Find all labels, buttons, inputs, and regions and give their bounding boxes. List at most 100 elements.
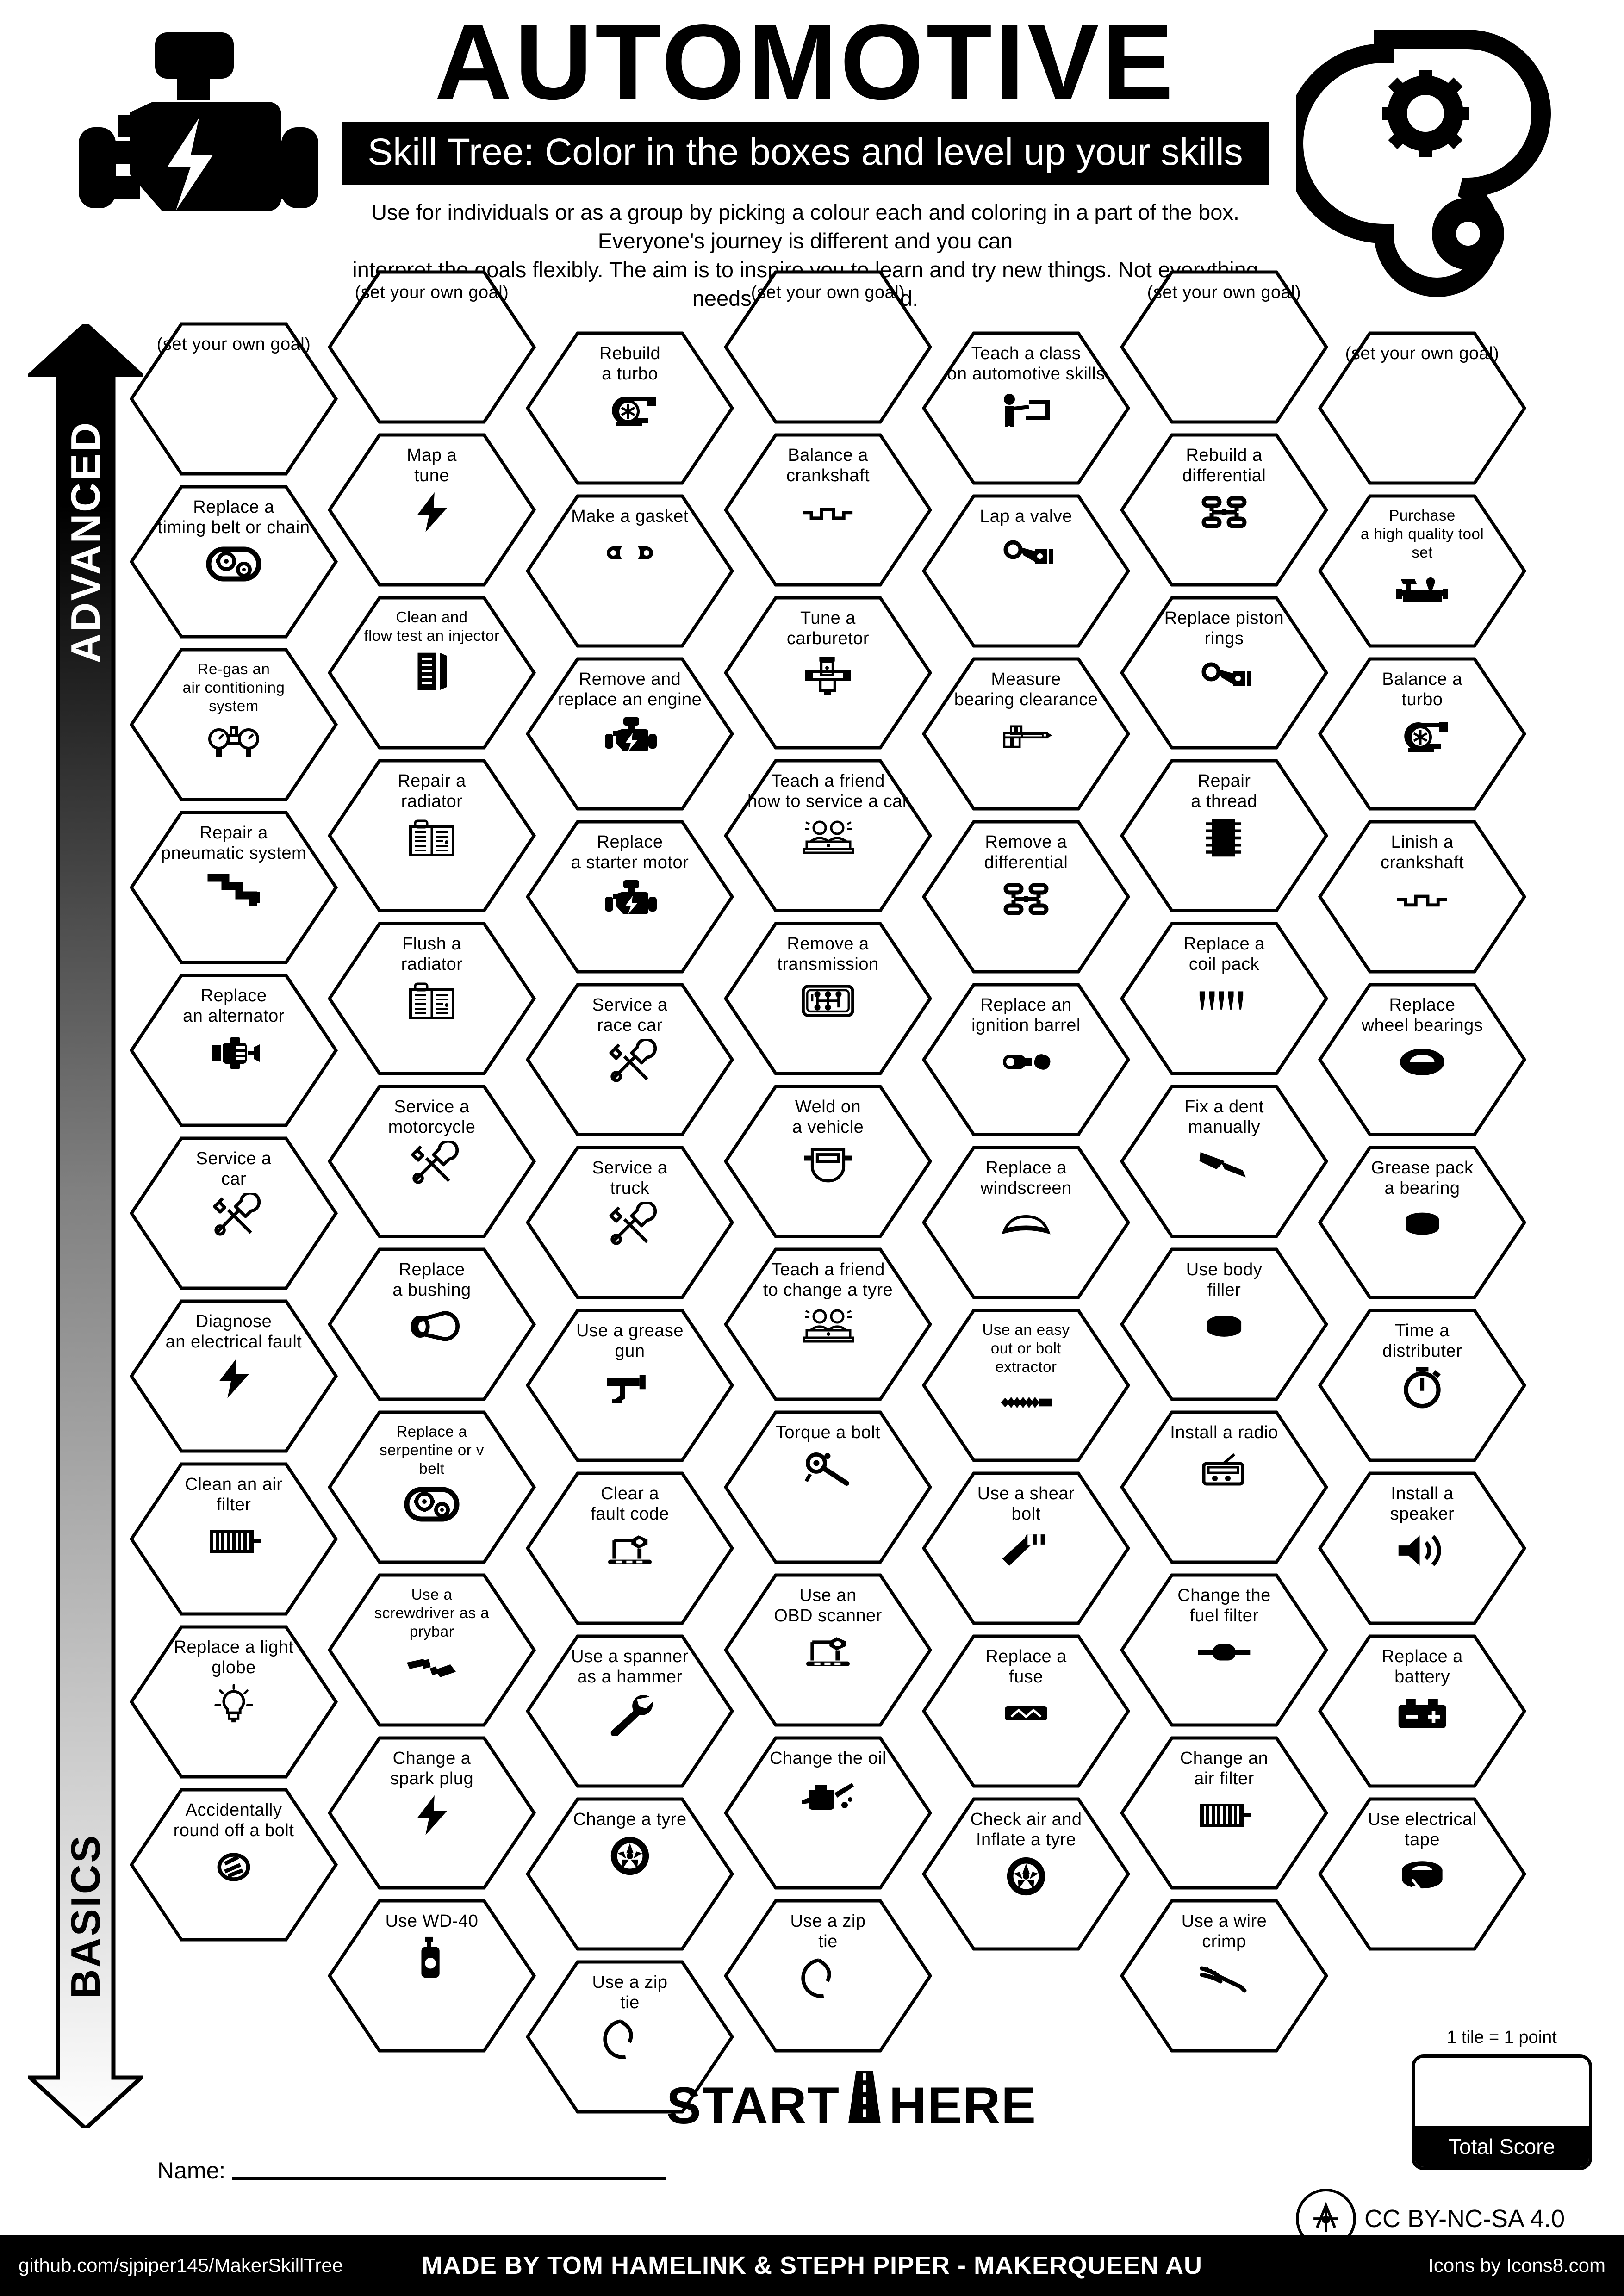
shear-bolt-icon <box>998 1528 1054 1573</box>
skill-tile[interactable]: Use a spanner as a hammer <box>526 1634 734 1788</box>
spanner-icon <box>602 1691 658 1736</box>
skill-tile-label: Use a zip tie <box>790 1911 866 1951</box>
skill-tile[interactable]: Change an air filter <box>1120 1736 1328 1890</box>
skill-tile[interactable]: Service a car <box>130 1136 338 1290</box>
skill-tile-label: Clear a fault code <box>591 1484 669 1524</box>
skill-tile[interactable]: Clean an air filter <box>130 1462 338 1616</box>
skill-tile[interactable]: Install a speaker <box>1318 1471 1526 1625</box>
skill-tile[interactable]: Use a zip tie <box>526 1960 734 2114</box>
skill-tile[interactable]: Service a truck <box>526 1146 734 1299</box>
skill-tile[interactable]: Make a gasket <box>526 494 734 648</box>
score-frame[interactable]: Total Score <box>1412 2054 1592 2170</box>
skill-tile[interactable]: Diagnose an electrical fault <box>130 1299 338 1453</box>
timing-belt-icon <box>206 541 261 587</box>
skill-tile-label: Remove a transmission <box>777 934 879 974</box>
skill-tile[interactable]: Re-gas an air contitioning system <box>130 648 338 801</box>
skill-tile[interactable]: Replace a light globe <box>130 1625 338 1779</box>
skill-tile[interactable]: Use WD-40 <box>328 1899 536 2053</box>
skill-tile[interactable]: Accidentally round off a bolt <box>130 1788 338 1942</box>
skill-tile[interactable]: Fix a dent manually <box>1120 1085 1328 1238</box>
skill-tile[interactable]: Use a shear bolt <box>922 1471 1130 1625</box>
skill-tile[interactable]: Time a distributer <box>1318 1309 1526 1462</box>
name-field[interactable]: Name: <box>157 2147 666 2184</box>
skill-hex-grid: (set your own goal) Replace a timing belt… <box>0 270 1624 2114</box>
skill-tile-label: Torque a bolt <box>775 1423 881 1442</box>
skill-tile-label: Repair a radiator <box>398 771 466 811</box>
skill-tile[interactable]: Rebuild a differential <box>1120 433 1328 587</box>
skill-tile[interactable]: Clear a fault code <box>526 1471 734 1625</box>
skill-tile[interactable]: Replace a fuse <box>922 1634 1130 1788</box>
footer-repo-link[interactable]: github.com/sjpiper145/MakerSkillTree <box>19 2254 343 2276</box>
skill-tile[interactable]: Check air and Inflate a tyre <box>922 1797 1130 1951</box>
skill-tile[interactable]: Balance a crankshaft <box>724 433 932 587</box>
skill-tile[interactable]: Replace an ignition barrel <box>922 983 1130 1136</box>
skill-tile[interactable]: Use a zip tie <box>724 1899 932 2053</box>
skill-tile[interactable]: Remove and replace an engine <box>526 657 734 811</box>
skill-tile[interactable]: Use an OBD scanner <box>724 1573 932 1727</box>
skill-tile[interactable]: Use a grease gun <box>526 1309 734 1462</box>
skill-tile[interactable]: Replace a bushing <box>328 1247 536 1401</box>
total-score-box[interactable]: 1 tile = 1 point Total Score <box>1412 2028 1592 2184</box>
difficulty-axis-arrow: ADVANCED BASICS <box>25 321 147 2132</box>
skill-tile[interactable]: Replace a starter motor <box>526 820 734 974</box>
skill-tile[interactable]: Replace wheel bearings <box>1318 983 1526 1136</box>
skill-tile-label: Teach a class on automotive skills <box>947 344 1105 384</box>
two-people-icon <box>800 815 856 861</box>
skill-tile[interactable]: Replace a windscreen <box>922 1146 1130 1299</box>
skill-tile[interactable]: Replace a timing belt or chain <box>130 485 338 639</box>
skill-tile[interactable]: Balance a turbo <box>1318 657 1526 811</box>
skill-tile[interactable]: Change the fuel filter <box>1120 1573 1328 1727</box>
skill-tile-label: Replace a bushing <box>392 1260 471 1300</box>
skill-tile[interactable]: Use a wire crimp <box>1120 1899 1328 2053</box>
skill-tile[interactable]: Change the oil <box>724 1736 932 1890</box>
footer-icon-credit[interactable]: Icons by Icons8.com <box>1428 2254 1605 2276</box>
skill-tile[interactable]: Change a tyre <box>526 1797 734 1951</box>
skill-tile[interactable]: Use an easy out or bolt extractor <box>922 1309 1130 1462</box>
skill-tile[interactable]: Replace a serpentine or v belt <box>328 1410 536 1564</box>
skill-tile[interactable]: Replace a battery <box>1318 1634 1526 1788</box>
skill-tile-placeholder[interactable]: (set your own goal) <box>724 270 932 424</box>
skill-tile[interactable]: Replace a coil pack <box>1120 922 1328 1075</box>
skill-tile[interactable]: Use electrical tape <box>1318 1797 1526 1951</box>
skill-tile[interactable]: Service a motorcycle <box>328 1085 536 1238</box>
skill-tile[interactable]: Repair a radiator <box>328 759 536 912</box>
zip-tie-icon <box>602 2017 658 2062</box>
skill-tile[interactable]: Service a race car <box>526 983 734 1136</box>
skill-tile[interactable]: Measure bearing clearance <box>922 657 1130 811</box>
skill-tile[interactable]: Replace an alternator <box>130 974 338 1127</box>
skill-tile[interactable]: Teach a friend how to service a car <box>724 759 932 912</box>
skill-tile-placeholder[interactable]: (set your own goal) <box>1318 331 1526 485</box>
skill-tile-placeholder[interactable]: (set your own goal) <box>1120 270 1328 424</box>
skill-tile-placeholder[interactable]: (set your own goal) <box>328 270 536 424</box>
skill-tile-label: Diagnose an electrical fault <box>165 1312 302 1352</box>
skill-tile[interactable]: Clean and flow test an injector <box>328 596 536 750</box>
skill-tile[interactable]: Remove a transmission <box>724 922 932 1075</box>
skill-tile[interactable]: Lap a valve <box>922 494 1130 648</box>
skill-tile[interactable]: Tune a carburetor <box>724 596 932 750</box>
skill-tile[interactable]: Purchase a high quality tool set <box>1318 494 1526 648</box>
skill-tile[interactable]: Remove a differential <box>922 820 1130 974</box>
skill-tile-label: Remove a differential <box>984 832 1068 872</box>
skill-tile[interactable]: Teach a class on automotive skills <box>922 331 1130 485</box>
skill-tile-placeholder[interactable]: (set your own goal) <box>130 322 338 476</box>
skill-tile[interactable]: Change a spark plug <box>328 1736 536 1890</box>
skill-tile[interactable]: Map a tune <box>328 433 536 587</box>
name-input-line[interactable] <box>232 2173 666 2180</box>
skill-tile[interactable]: Linish a crankshaft <box>1318 820 1526 974</box>
skill-tile-label: Change a spark plug <box>390 1749 474 1788</box>
skill-tile[interactable]: Flush a radiator <box>328 922 536 1075</box>
skill-tile[interactable]: Replace piston rings <box>1120 596 1328 750</box>
skill-tile-label: Clean and flow test an injector <box>364 608 500 644</box>
skill-tile-label: Balance a crankshaft <box>786 446 870 485</box>
skill-tile[interactable]: Torque a bolt <box>724 1410 932 1564</box>
skill-tile[interactable]: Use a screwdriver as a prybar <box>328 1573 536 1727</box>
skill-tile[interactable]: Teach a friend to change a tyre <box>724 1247 932 1401</box>
skill-tile[interactable]: Grease pack a bearing <box>1318 1146 1526 1299</box>
skill-tile[interactable]: Use body filler <box>1120 1247 1328 1401</box>
skill-tile[interactable]: Repair a thread <box>1120 759 1328 912</box>
skill-tile[interactable]: Rebuild a turbo <box>526 331 734 485</box>
skill-tile[interactable]: Repair a pneumatic system <box>130 811 338 964</box>
skill-tile[interactable]: Weld on a vehicle <box>724 1085 932 1238</box>
skill-tile[interactable]: Install a radio <box>1120 1410 1328 1564</box>
skill-tile-label: Balance a turbo <box>1382 670 1462 709</box>
